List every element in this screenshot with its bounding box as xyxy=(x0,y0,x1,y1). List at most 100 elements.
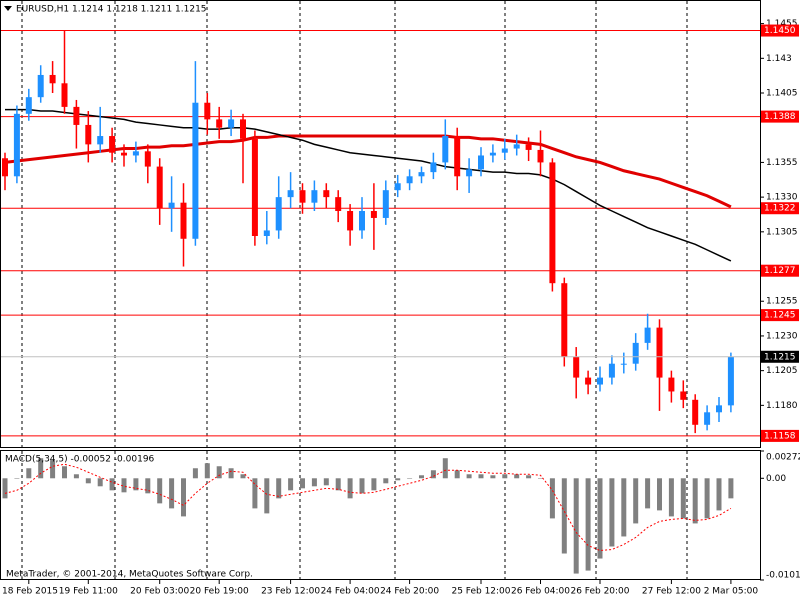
x-tick-label: 25 Feb 12:00 xyxy=(451,587,510,597)
macd-bar xyxy=(192,468,198,479)
x-tick-label: 24 Feb 04:00 xyxy=(321,587,380,597)
macd-bar xyxy=(514,474,520,479)
level-label-box xyxy=(761,110,799,123)
x-tick-label: 23 Feb 12:00 xyxy=(261,587,320,597)
candle-body xyxy=(97,136,104,145)
candle-body xyxy=(537,149,544,163)
level-label-box xyxy=(761,429,799,442)
candle-body xyxy=(394,183,401,191)
macd-bar xyxy=(97,478,103,487)
macd-bar xyxy=(633,478,639,524)
candle-body xyxy=(25,97,32,114)
candle-body xyxy=(180,202,187,239)
macd-bar xyxy=(538,478,543,479)
candle-body xyxy=(311,190,318,203)
macd-bar xyxy=(704,478,710,519)
macd-bar xyxy=(680,478,686,519)
candle-body xyxy=(656,327,663,378)
candle-body xyxy=(620,363,627,365)
candle-body xyxy=(168,202,175,209)
moving-average xyxy=(5,108,732,262)
y-tick-label: 1.1405 xyxy=(766,89,798,99)
macd-bar xyxy=(169,478,175,509)
x-tick-label: 26 Feb 20:00 xyxy=(570,587,629,597)
macd-bar xyxy=(85,478,91,484)
candle-body xyxy=(406,176,413,184)
candle-body xyxy=(501,148,508,153)
candle-body xyxy=(442,136,449,163)
candle-body xyxy=(370,211,377,218)
macd-bar xyxy=(276,478,282,499)
macd-bar xyxy=(407,478,413,479)
macd-pane-border xyxy=(0,450,761,580)
macd-bar xyxy=(181,478,186,517)
macd-bar xyxy=(228,468,234,479)
level-label: 1.1388 xyxy=(764,112,796,122)
macd-bar xyxy=(502,474,508,479)
macd-bar xyxy=(442,458,448,479)
y-tick-label: 1.1355 xyxy=(766,158,798,168)
level-label: 1.1322 xyxy=(764,204,796,214)
candle-body xyxy=(73,106,80,125)
macd-bar xyxy=(454,470,460,479)
x-tick-label: 18 Feb 2015 xyxy=(2,587,58,597)
candle-body xyxy=(61,83,68,107)
symbol-menu-icon[interactable] xyxy=(4,6,12,11)
macd-bar xyxy=(561,478,567,554)
y-tick-label: -0.01014 xyxy=(766,571,800,581)
candle-body xyxy=(192,102,199,239)
separators xyxy=(21,1,688,579)
candle-body xyxy=(430,162,437,173)
macd-bar xyxy=(621,478,627,537)
macd-bar xyxy=(121,478,127,493)
candle-body xyxy=(561,283,568,357)
candle-body xyxy=(585,377,592,385)
candle-body xyxy=(359,211,365,231)
macd-bar xyxy=(2,478,8,499)
candle-body xyxy=(716,405,722,413)
x-tick-label: 20 Feb 19:00 xyxy=(190,587,249,597)
candle-body xyxy=(156,166,163,209)
candle-body xyxy=(513,144,520,149)
macd-bar xyxy=(38,458,44,479)
macd-bar xyxy=(609,478,615,547)
candle-body xyxy=(347,211,354,231)
macd-bar xyxy=(109,478,115,491)
level-label: 1.1245 xyxy=(764,311,796,321)
macd-bar xyxy=(645,478,651,509)
macd-bar xyxy=(371,478,377,491)
candle-body xyxy=(263,230,270,236)
macd-bar xyxy=(490,475,496,479)
y-tick-label: 0.00272 xyxy=(766,453,800,463)
macd-bar xyxy=(526,475,532,479)
candle-body xyxy=(597,377,603,385)
candle-body xyxy=(478,155,484,170)
macd-bar xyxy=(549,478,555,519)
candle-body xyxy=(668,377,675,392)
macd-bar xyxy=(657,478,662,511)
candle-body xyxy=(85,124,92,145)
y-tick-label: 1.1455 xyxy=(766,19,798,29)
macd-bar xyxy=(252,478,258,509)
x-tick-label: 27 Feb 12:00 xyxy=(642,587,701,597)
macd-bar xyxy=(430,470,436,479)
x-tick-label: 19 Feb 11:00 xyxy=(59,587,118,597)
y-tick-label: 1.1330 xyxy=(766,193,798,203)
last-price-box xyxy=(761,350,799,363)
macd-bar xyxy=(204,463,210,479)
candle-body xyxy=(454,136,461,177)
y-tick-label: 1.1205 xyxy=(766,366,798,376)
candle-body xyxy=(144,151,151,167)
y-tick-label: 1.143 xyxy=(766,54,792,64)
y-tick-label: 1.1255 xyxy=(766,297,798,307)
x-tick-label: 26 Feb 04:00 xyxy=(511,587,570,597)
main-pane-border xyxy=(0,0,761,448)
candle-body xyxy=(121,152,127,156)
candle-body xyxy=(323,190,330,198)
macd-bar xyxy=(668,478,674,517)
level-label: 1.1277 xyxy=(764,266,796,276)
macd-bar xyxy=(728,478,734,499)
macd-bar xyxy=(359,478,365,494)
macd-bar xyxy=(157,478,163,504)
